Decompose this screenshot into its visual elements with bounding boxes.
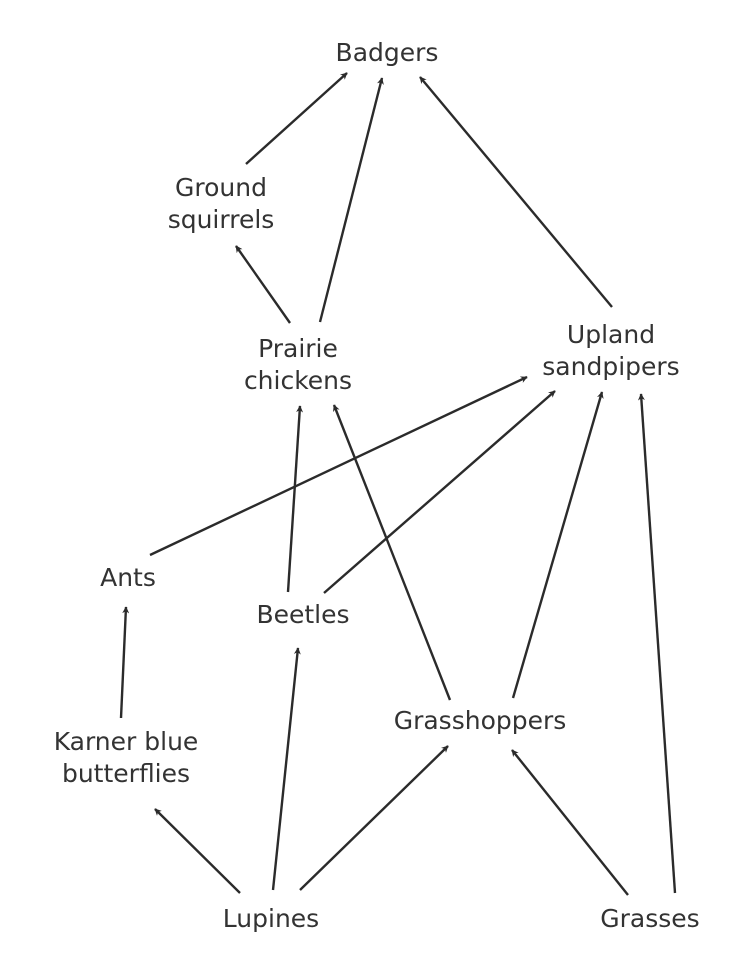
- arrow-grasshoppers-to-upland-sandpipers: [511, 391, 604, 699]
- node-label-line: sandpipers: [542, 352, 680, 381]
- node-label-line: Badgers: [335, 38, 439, 67]
- node-beetles: Beetles: [256, 599, 349, 631]
- arrow-prairie-chickens-to-ground-squirrels: [235, 245, 291, 324]
- node-upland-sandpipers: Upland sandpipers: [542, 319, 679, 383]
- arrow-ants-to-upland-sandpipers: [149, 375, 528, 557]
- arrow-lupines-to-beetles: [271, 647, 301, 891]
- arrow-upland-sandpipers-to-badgers: [419, 76, 613, 308]
- arrow-grasses-to-upland-sandpipers: [637, 393, 677, 894]
- node-label-line: Upland: [566, 320, 656, 349]
- node-label-line: Karner blue: [53, 727, 199, 756]
- arrow-grasses-to-grasshoppers: [511, 749, 629, 896]
- node-lupines: Lupines: [223, 903, 319, 935]
- node-label-line: Grasshoppers: [393, 706, 567, 735]
- arrow-grasshoppers-to-prairie-chickens: [332, 404, 452, 701]
- arrow-lupines-to-grasshoppers: [299, 745, 449, 891]
- arrow-beetles-to-upland-sandpipers: [323, 390, 556, 594]
- node-grasshoppers: Grasshoppers: [394, 705, 567, 737]
- node-label-line: Prairie: [258, 334, 338, 363]
- arrow-prairie-chickens-to-badgers: [318, 77, 384, 323]
- node-label-line: Beetles: [256, 600, 350, 629]
- node-ants: Ants: [100, 562, 156, 594]
- arrow-ground-squirrels-to-badgers: [245, 72, 348, 165]
- node-label-line: squirrels: [167, 205, 275, 234]
- arrow-beetles-to-prairie-chickens: [286, 405, 304, 593]
- node-label-line: Grasses: [600, 904, 700, 933]
- node-label-line: butterflies: [61, 759, 191, 788]
- node-karner-blue-butterflies: Karner blue butterflies: [54, 726, 199, 790]
- node-label-line: Ants: [100, 563, 156, 592]
- node-ground-squirrels: Ground squirrels: [168, 172, 275, 236]
- node-label-line: chickens: [243, 366, 353, 395]
- node-grasses: Grasses: [600, 903, 699, 935]
- node-label-line: Lupines: [222, 904, 320, 933]
- node-label-line: Ground: [175, 173, 267, 202]
- arrow-karner-blue-butterflies-to-ants: [119, 606, 130, 719]
- node-prairie-chickens: Prairie chickens: [244, 333, 352, 397]
- arrows-layer: [119, 72, 677, 896]
- arrow-lupines-to-karner-blue-butterflies: [154, 808, 241, 894]
- node-badgers: Badgers: [336, 37, 439, 69]
